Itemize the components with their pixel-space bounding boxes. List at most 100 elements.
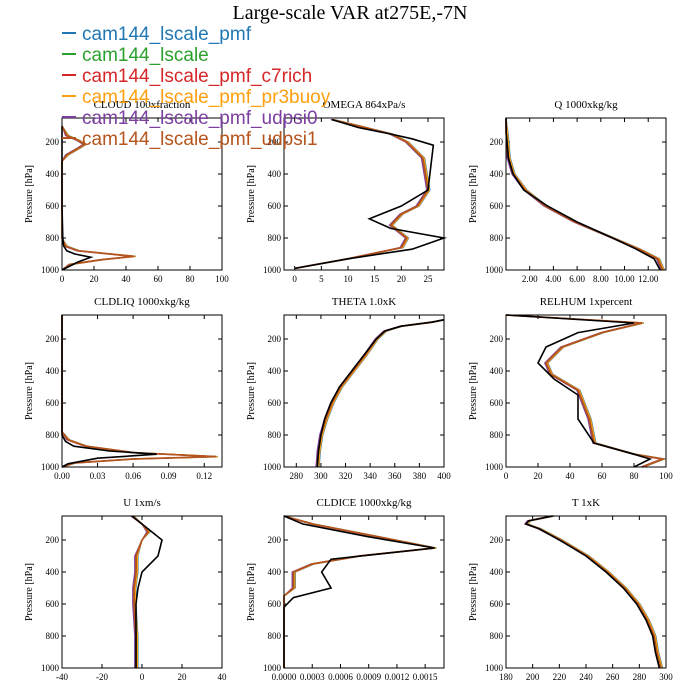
legend-label: cam144_lscale_pmf: [82, 24, 251, 45]
reference-line: [316, 319, 445, 468]
panel-title: RELHUM 1xpercent: [540, 296, 633, 308]
legend-item: cam144_lscale_pmf_c7rich: [62, 66, 330, 87]
x-tick-label: 300: [659, 672, 673, 682]
series-line: [61, 315, 218, 468]
legend-item: cam144_lscale: [62, 45, 330, 66]
x-tick-label: 0: [292, 274, 297, 284]
x-tick-label: 0.0000: [272, 672, 297, 682]
x-tick-label: 0.06: [125, 471, 141, 481]
panel-title: OMEGA 864xPa/s: [323, 99, 406, 111]
series-line: [283, 515, 435, 668]
figure-title: Large-scale VAR at275E,-7N: [232, 2, 468, 24]
y-axis-label: Pressure [hPa]: [24, 563, 35, 621]
reference-line: [505, 117, 661, 271]
x-tick-label: 40: [218, 672, 228, 682]
x-tick-label: 25: [424, 274, 434, 284]
panel-title: T 1xK: [572, 497, 600, 509]
x-tick-label: 20: [397, 274, 407, 284]
legend-label: cam144_lscale_pmf_c7rich: [82, 66, 313, 87]
panel-title: CLDLIQ 1000xkg/kg: [94, 296, 190, 308]
plot-frame: [283, 117, 445, 271]
panel-title: CLOUD 100xfraction: [94, 99, 191, 111]
y-tick-label: 200: [490, 137, 504, 147]
y-tick-label: 400: [268, 366, 282, 376]
x-tick-label: 8.00: [593, 274, 609, 284]
plot-frame: [505, 314, 667, 468]
y-tick-label: 600: [46, 398, 60, 408]
y-tick-label: 400: [46, 366, 60, 376]
x-tick-label: 60: [154, 274, 164, 284]
y-tick-label: 600: [490, 201, 504, 211]
x-tick-label: 100: [659, 471, 673, 481]
x-tick-label: 20: [178, 672, 188, 682]
series-line: [315, 319, 443, 468]
series-line: [505, 314, 665, 468]
y-tick-label: 400: [490, 169, 504, 179]
legend-item: cam144_lscale_pmf_udpsi1: [62, 129, 330, 150]
legend-item: cam144_lscale_pmf_pr3buoy: [62, 87, 330, 108]
plot-frame: [61, 314, 223, 468]
y-tick-label: 200: [490, 334, 504, 344]
series-line: [525, 515, 663, 669]
x-tick-label: 10.00: [614, 274, 635, 284]
y-axis-label: Pressure [hPa]: [24, 362, 35, 420]
x-tick-label: 240: [579, 672, 593, 682]
series-line: [61, 315, 219, 468]
y-tick-label: 600: [268, 599, 282, 609]
series-line: [283, 515, 435, 668]
plot-frame: [505, 117, 667, 271]
series-line: [526, 515, 664, 669]
legend-label: cam144_lscale_pmf_udpsi1: [82, 129, 318, 150]
y-tick-label: 200: [46, 334, 60, 344]
legend-item: cam144_lscale_pmf: [62, 24, 330, 45]
series-line: [524, 515, 661, 669]
series-line: [61, 315, 216, 468]
x-tick-label: 12.00: [638, 274, 659, 284]
y-tick-label: 200: [490, 535, 504, 545]
x-tick-label: 20: [90, 274, 100, 284]
legend-swatch: [62, 31, 76, 34]
y-tick-label: 400: [268, 567, 282, 577]
y-tick-label: 400: [46, 567, 60, 577]
series-line: [283, 515, 436, 668]
y-tick-label: 400: [268, 169, 282, 179]
legend: cam144_lscale_pmf cam144_lscale cam144_l…: [62, 24, 330, 150]
x-tick-label: 340: [363, 471, 377, 481]
legend-label: cam144_lscale: [82, 45, 209, 66]
x-tick-label: 0.0012: [385, 672, 410, 682]
y-tick-label: 800: [490, 631, 504, 641]
series-line: [61, 315, 218, 468]
y-tick-label: 800: [46, 430, 60, 440]
x-tick-label: 40: [122, 274, 132, 284]
x-tick-label: 60: [598, 471, 608, 481]
y-tick-label: 1000: [263, 663, 282, 673]
series-line: [523, 515, 660, 669]
series-line: [505, 314, 667, 468]
series-line: [283, 515, 437, 668]
x-tick-label: 0.0006: [328, 672, 353, 682]
y-tick-label: 800: [268, 631, 282, 641]
x-tick-label: 220: [553, 672, 567, 682]
x-tick-label: 6.00: [569, 274, 585, 284]
plot-frame: [283, 515, 445, 669]
reference-line: [505, 314, 653, 468]
x-tick-label: 300: [314, 471, 328, 481]
x-tick-label: 180: [499, 672, 513, 682]
y-tick-label: 1000: [485, 663, 504, 673]
y-tick-label: 200: [46, 137, 60, 147]
legend-swatch: [62, 52, 76, 55]
y-tick-label: 600: [490, 599, 504, 609]
x-tick-label: 360: [388, 471, 402, 481]
y-tick-label: 800: [490, 233, 504, 243]
x-tick-label: 10: [344, 274, 354, 284]
x-tick-label: 0.12: [196, 471, 212, 481]
reference-line: [524, 515, 661, 669]
y-tick-label: 1000: [41, 462, 60, 472]
y-tick-label: 600: [268, 201, 282, 211]
y-tick-label: 200: [268, 137, 282, 147]
panel-title: CLDICE 1000xkg/kg: [316, 497, 412, 509]
x-tick-label: -20: [96, 672, 108, 682]
panel-title: THETA 1.0xK: [332, 296, 397, 308]
y-tick-label: 600: [490, 398, 504, 408]
panel-title: U 1xm/s: [123, 497, 161, 509]
